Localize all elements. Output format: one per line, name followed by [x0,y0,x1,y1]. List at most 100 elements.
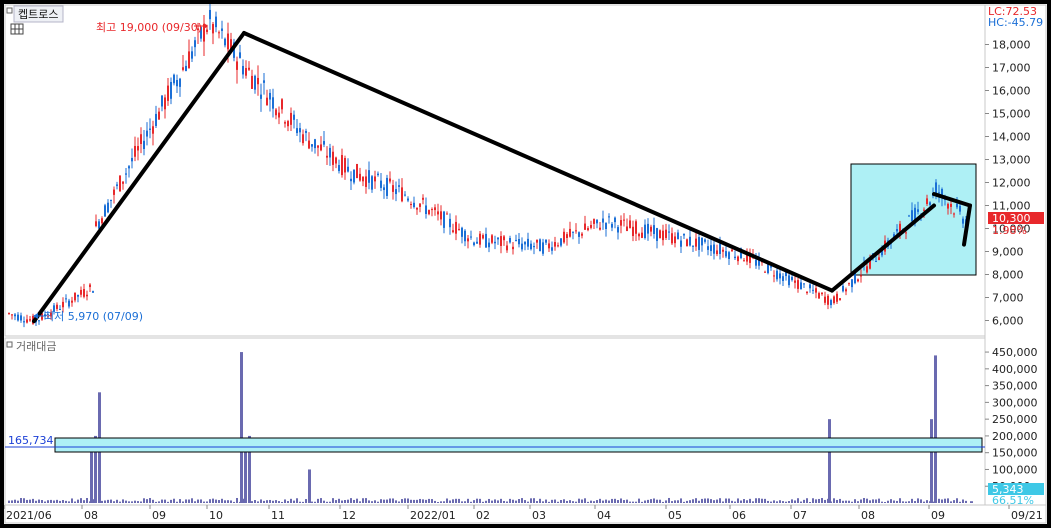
candle [392,179,394,200]
candle [74,292,76,303]
volume-toggle-icon[interactable] [6,341,13,348]
price-tick-label: 7,000 [992,292,1024,305]
candle [668,224,670,241]
title-tab[interactable] [13,5,64,23]
candle [260,83,262,112]
candle [101,216,103,226]
volume-bar [869,500,871,503]
volume-bar [725,498,727,503]
candle [149,118,151,139]
volume-bar [194,501,196,503]
candle [623,213,625,227]
candle [440,205,442,226]
candle [614,216,616,229]
volume-highlight-band [54,437,983,453]
volume-bar [461,501,463,503]
volume-bar [839,498,841,503]
volume-bar [236,497,238,503]
candle [494,235,496,250]
candle [29,315,31,322]
volume-bar [836,499,838,503]
x-tick-label: 02 [476,509,490,522]
x-tick-label: 08 [84,509,98,522]
candle [89,283,91,292]
candle [50,309,52,320]
volume-bar [302,501,304,503]
candle [806,291,808,295]
candle [638,232,640,241]
candle [416,207,418,215]
volume-bar [419,498,421,503]
volume-bar [131,501,133,503]
volume-bar [539,498,541,503]
volume-bar [548,501,550,503]
volume-tick-label: 450,000 [992,346,1038,359]
volume-bar [842,500,844,503]
volume-bar [509,498,511,503]
candle [563,228,565,244]
volume-bar [575,501,577,503]
volume-bar [872,499,874,503]
volume-bar [68,501,70,503]
volume-bar [482,501,484,503]
candle [221,20,223,39]
volume-bar [551,499,553,503]
candle [728,250,730,265]
grid-settings-icon[interactable] [10,23,24,35]
candle [461,226,463,244]
volume-bar [530,498,532,503]
candle [503,234,505,246]
volume-bar [230,500,232,503]
volume-bar [890,499,892,503]
candle [413,196,415,209]
x-tick-label: 06 [732,509,746,522]
candle [242,59,244,79]
volume-bar [128,501,130,503]
candle [173,73,175,86]
candle [659,229,661,239]
candle [296,119,298,137]
volume-bar [314,501,316,503]
panel-toggle-icon[interactable] [6,7,13,14]
volume-bar [389,498,391,503]
volume-bar [710,499,712,503]
candle [248,61,250,72]
volume-bar [197,499,199,503]
volume-bar [362,498,364,503]
volume-bar [596,500,598,503]
candle [311,144,313,152]
volume-bar [875,499,877,503]
candle [515,234,517,242]
volume-bar [947,498,949,503]
candle [215,11,217,33]
price-tick-label: 18,000 [992,39,1031,52]
x-tick-label: 04 [597,509,611,522]
candle [749,248,751,269]
volume-bar [476,498,478,503]
volume-bar [794,500,796,503]
volume-tick-label: 100,000 [992,463,1038,476]
candle [689,229,691,247]
volume-bar [365,498,367,503]
candle [317,145,319,157]
volume-bar [797,498,799,503]
candle [65,294,67,303]
candle [38,319,40,325]
volume-bar [434,500,436,503]
volume-bar [752,501,754,503]
candle [686,238,688,247]
candle [53,303,55,315]
volume-bar [8,500,10,503]
candle [671,227,673,246]
last-price: 10,300 [992,212,1031,225]
candle [470,230,472,240]
hc-label: HC:-45.79 [988,16,1043,29]
volume-bar [494,499,496,503]
candle [800,278,802,290]
price-panel [4,4,986,337]
candle [320,136,322,152]
candle [581,232,583,239]
candle [131,148,133,169]
volume-bar [137,501,139,503]
candle [398,178,400,193]
